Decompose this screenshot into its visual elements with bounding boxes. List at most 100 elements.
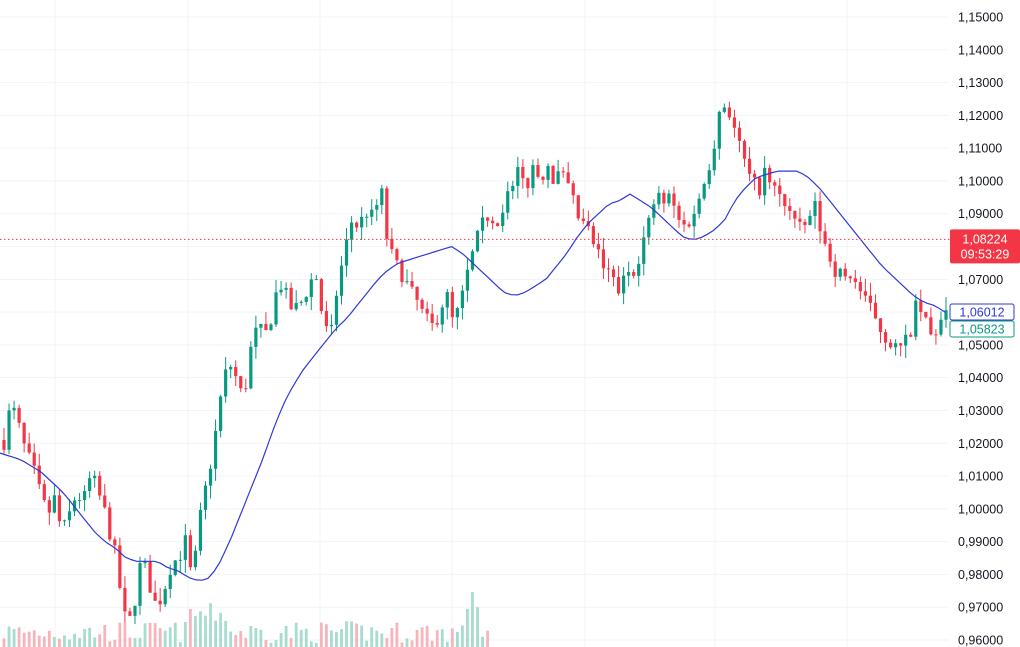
volume-bar: [188, 608, 192, 647]
volume-bar: [68, 639, 71, 647]
volume-bar: [143, 623, 147, 647]
candle-body: [536, 165, 540, 177]
volume-bar: [118, 622, 122, 647]
candle-body: [344, 239, 349, 266]
volume-bar: [365, 640, 369, 647]
candle-body: [637, 263, 641, 276]
volume-bar: [183, 622, 187, 647]
candle-body: [697, 198, 701, 214]
candle-body: [848, 276, 852, 279]
volume-bar: [153, 623, 157, 647]
candle-body: [294, 302, 298, 310]
candle-body: [430, 313, 434, 324]
candle-body: [440, 307, 444, 325]
candle-body: [37, 465, 41, 485]
volume-bar: [350, 621, 353, 647]
volume-bar: [168, 627, 172, 647]
candle-body: [128, 611, 132, 616]
candle-body: [405, 281, 409, 283]
candle-body: [768, 167, 772, 183]
candle-body: [88, 478, 92, 492]
candle-body: [899, 343, 903, 346]
candle-body: [828, 243, 832, 262]
ma-value: 1,06012: [959, 306, 1004, 320]
volume-bar: [224, 620, 228, 647]
candle-body: [113, 539, 117, 546]
candle-body: [556, 171, 560, 184]
candle-body: [606, 268, 611, 270]
volume-bar: [355, 623, 359, 647]
candle-body: [873, 302, 878, 319]
candle-body: [2, 439, 6, 450]
candle-body: [334, 295, 339, 325]
candle-body: [47, 500, 51, 513]
volume-bar: [425, 625, 429, 647]
candle-body: [506, 191, 510, 213]
candle-body: [677, 205, 681, 220]
price-tick-label: 1,14000: [958, 43, 1003, 57]
volume-bar: [138, 637, 142, 647]
candle-body: [642, 237, 646, 264]
candle-body: [42, 484, 46, 501]
volume-bar: [380, 633, 384, 647]
candle-body: [17, 407, 21, 423]
volume-bar: [309, 641, 313, 647]
candle-body: [758, 177, 762, 196]
last-close-value: 1,05823: [959, 323, 1004, 337]
volume-bar: [133, 637, 137, 647]
candle-body: [667, 193, 671, 204]
candle-body: [496, 223, 500, 227]
candle-body: [622, 275, 626, 294]
candle-body: [259, 323, 263, 328]
volume-bar: [269, 642, 273, 647]
candle-body: [138, 563, 142, 606]
volume-bar: [234, 635, 238, 647]
volume-bar: [254, 628, 258, 647]
candle-body: [208, 468, 213, 486]
candle-body: [143, 561, 147, 564]
candle-body: [611, 269, 616, 278]
candle-body: [773, 182, 777, 186]
candle-body: [435, 323, 439, 325]
candle-body: [833, 261, 837, 277]
candle-body: [118, 545, 122, 588]
candle-body: [475, 230, 480, 252]
candle-body: [924, 311, 928, 318]
candle-body: [108, 507, 112, 540]
volume-bar: [37, 635, 41, 647]
volume-bar: [219, 612, 223, 647]
candle-body: [390, 238, 394, 250]
candle-body: [224, 369, 228, 397]
volume-bar: [12, 629, 16, 647]
candle-body: [803, 221, 807, 226]
candle-body: [22, 422, 26, 444]
candle-body: [878, 318, 883, 333]
candle-body: [627, 272, 631, 276]
candle-body: [304, 297, 308, 302]
candle-body: [229, 366, 233, 370]
candle-body: [581, 218, 585, 222]
volume-bar: [375, 630, 379, 647]
bar-countdown: 09:53:29: [961, 247, 1010, 261]
volume-bar: [123, 623, 127, 647]
candle-body: [103, 495, 107, 508]
candle-body: [596, 244, 601, 250]
candle-body: [32, 452, 36, 466]
current-price-tag: 1,08224 09:53:29: [950, 229, 1020, 264]
volume-bar: [385, 637, 389, 647]
candle-body: [491, 220, 495, 224]
candle-body: [732, 117, 737, 128]
candle-body: [319, 279, 323, 312]
volume-bar: [405, 638, 409, 647]
candle-body: [894, 343, 898, 348]
candle-body: [173, 560, 177, 575]
volume-bar: [345, 621, 348, 647]
volume-bar: [430, 640, 434, 647]
candle-body: [324, 311, 328, 327]
candle-body: [249, 346, 253, 389]
volume-bar: [299, 629, 303, 647]
candle-body: [465, 269, 470, 291]
candle-body: [219, 396, 223, 431]
volume-bar: [7, 626, 11, 647]
